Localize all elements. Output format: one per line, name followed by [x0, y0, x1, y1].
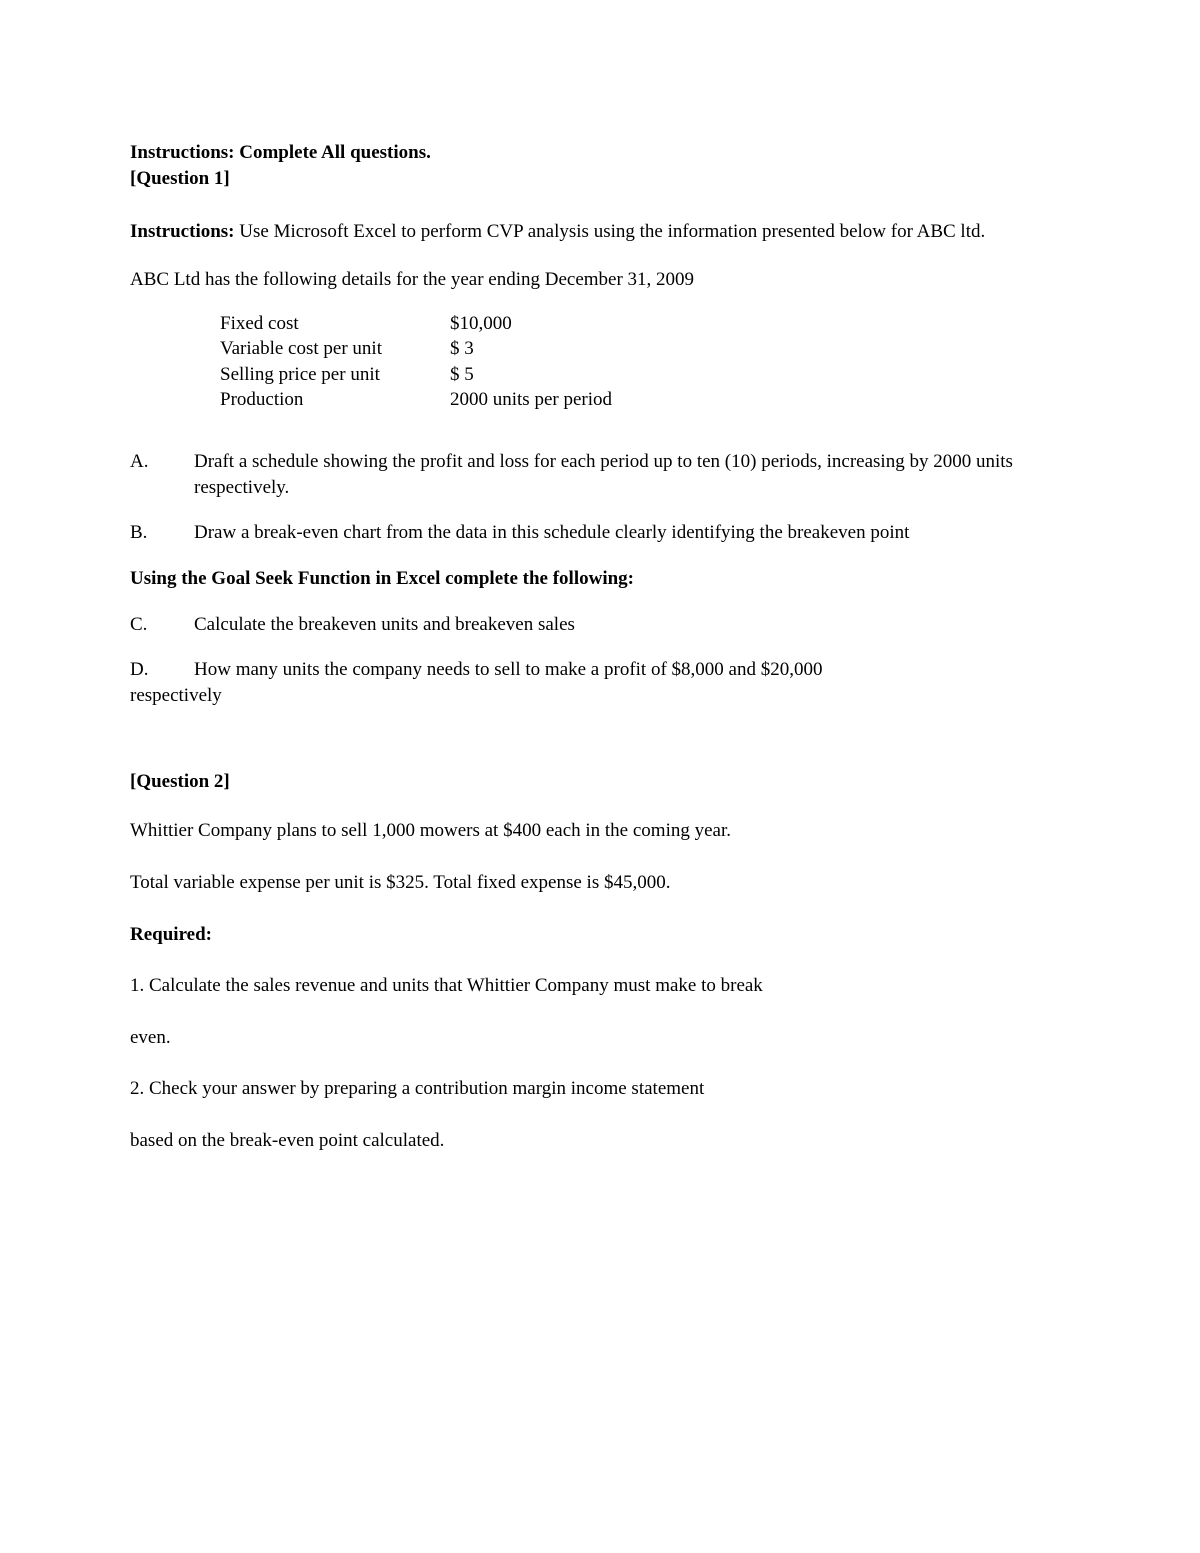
- q1-details-text: ABC Ltd has the following details for th…: [130, 267, 1070, 293]
- data-value: $ 5: [450, 362, 474, 388]
- header-line-1: Instructions: Complete All questions.: [130, 140, 1070, 166]
- list-item: A. Draft a schedule showing the profit a…: [130, 449, 1070, 500]
- data-row: Fixed cost $10,000: [220, 311, 1070, 337]
- item-text: Draft a schedule showing the profit and …: [194, 449, 1070, 500]
- header-line-2: [Question 1]: [130, 166, 1070, 192]
- q2-item1-line2: even.: [130, 1025, 1070, 1051]
- data-value: $ 3: [450, 336, 474, 362]
- q2-heading: [Question 2]: [130, 769, 1070, 795]
- q2-para1: Whittier Company plans to sell 1,000 mow…: [130, 818, 1070, 844]
- q1-subheading: Using the Goal Seek Function in Excel co…: [130, 566, 1070, 592]
- q1-data-table: Fixed cost $10,000 Variable cost per uni…: [220, 311, 1070, 414]
- q1-item-d: D. How many units the company needs to s…: [130, 657, 1070, 708]
- data-value: $10,000: [450, 311, 512, 337]
- data-value: 2000 units per period: [450, 387, 612, 413]
- q2-para2: Total variable expense per unit is $325.…: [130, 870, 1070, 896]
- item-letter: D.: [130, 657, 194, 683]
- q1-instructions: Instructions: Use Microsoft Excel to per…: [130, 219, 1070, 245]
- q2-item2-line2: based on the break-even point calculated…: [130, 1128, 1070, 1154]
- data-row: Production 2000 units per period: [220, 387, 1070, 413]
- q1-item-c: C. Calculate the breakeven units and bre…: [130, 612, 1070, 638]
- q1-items-ab: A. Draft a schedule showing the profit a…: [130, 449, 1070, 546]
- data-label: Fixed cost: [220, 311, 450, 337]
- item-letter: B.: [130, 520, 194, 546]
- q2-item2-line1: 2. Check your answer by preparing a cont…: [130, 1076, 1070, 1102]
- q2-item1-line1: 1. Calculate the sales revenue and units…: [130, 973, 1070, 999]
- instructions-header: Instructions: Complete All questions. [Q…: [130, 140, 1070, 191]
- item-text-line1: How many units the company needs to sell…: [194, 657, 1070, 683]
- instructions-label: Instructions:: [130, 221, 235, 242]
- item-letter: C.: [130, 612, 194, 638]
- instructions-text: Use Microsoft Excel to perform CVP analy…: [235, 221, 986, 242]
- data-row: Selling price per unit $ 5: [220, 362, 1070, 388]
- data-label: Variable cost per unit: [220, 336, 450, 362]
- item-text: Calculate the breakeven units and breake…: [194, 612, 1070, 638]
- data-label: Selling price per unit: [220, 362, 450, 388]
- item-text: Draw a break-even chart from the data in…: [194, 520, 1070, 546]
- list-item: B. Draw a break-even chart from the data…: [130, 520, 1070, 546]
- data-row: Variable cost per unit $ 3: [220, 336, 1070, 362]
- data-label: Production: [220, 387, 450, 413]
- item-letter: A.: [130, 449, 194, 500]
- item-text-line2: respectively: [130, 683, 1070, 709]
- q2-required-label: Required:: [130, 922, 1070, 948]
